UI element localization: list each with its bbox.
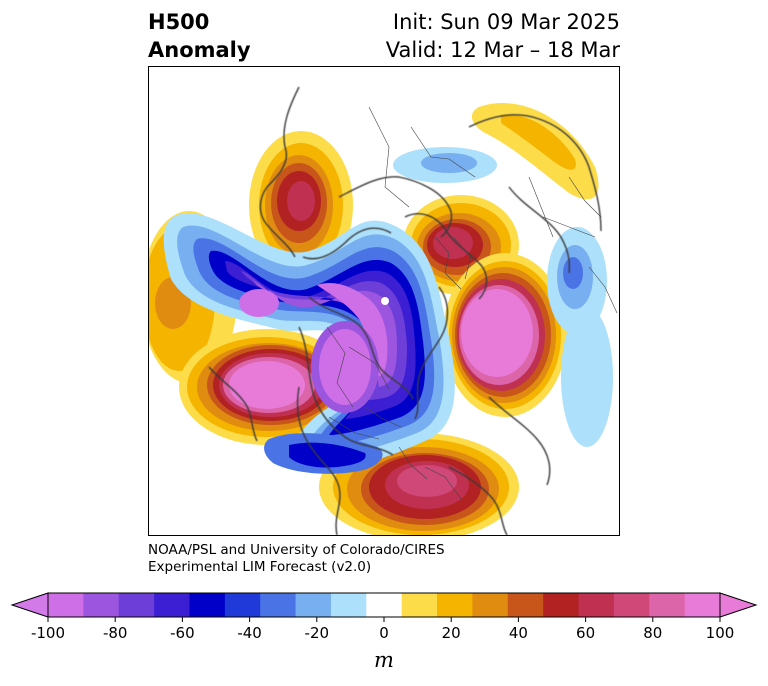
trough-main xyxy=(163,213,455,474)
colorbar-bin xyxy=(224,593,261,617)
colorbar: -100 -80 -60 -40 -20 0 20 40 60 80 100 xyxy=(10,592,758,642)
colorbar-bin xyxy=(613,593,650,617)
colorbar-bin xyxy=(472,593,509,617)
title-line-1: H500 xyxy=(148,10,210,34)
ridge-alaska xyxy=(249,131,353,279)
colorbar-bin xyxy=(401,593,438,617)
colorbar-units: m xyxy=(374,648,394,672)
colorbar-bin xyxy=(83,593,120,617)
colorbar-bin xyxy=(366,593,403,617)
colorbar-tick-label: -80 xyxy=(103,624,128,642)
ridge-atlantic xyxy=(443,253,567,417)
colorbar-tick-label: 100 xyxy=(706,624,735,642)
colorbar-bin xyxy=(189,593,226,617)
colorbar-bin xyxy=(649,593,686,617)
credit-line-1: NOAA/PSL and University of Colorado/CIRE… xyxy=(148,542,445,558)
credit-text: NOAA/PSL and University of Colorado/CIRE… xyxy=(148,542,445,576)
north-pole-marker xyxy=(381,297,389,305)
colorbar-bins xyxy=(10,592,758,618)
colorbar-tick-label: -100 xyxy=(31,624,65,642)
colorbar-bin xyxy=(437,593,473,617)
colorbar-tick-label: -20 xyxy=(305,624,330,642)
colorbar-bin xyxy=(154,593,190,617)
anomaly-map xyxy=(148,66,620,536)
colorbar-bin xyxy=(684,593,721,617)
colorbar-bin xyxy=(507,593,544,617)
colorbar-bin xyxy=(118,593,155,617)
colorbar-extend-high xyxy=(719,592,758,618)
weak-trough-east xyxy=(393,147,613,447)
colorbar-tick-label: 20 xyxy=(442,624,461,642)
colorbar-bin xyxy=(48,593,84,617)
title-line-2: Anomaly xyxy=(148,38,251,62)
credit-line-2: Experimental LIM Forecast (v2.0) xyxy=(148,559,372,575)
colorbar-tick-label: 0 xyxy=(379,624,389,642)
map-title: H500 Anomaly xyxy=(148,8,251,64)
colorbar-extend-low xyxy=(10,592,49,618)
ridge-siberia xyxy=(471,103,599,200)
colorbar-bin xyxy=(330,593,367,617)
colorbar-tick-label: 80 xyxy=(643,624,662,642)
colorbar-bin xyxy=(295,593,332,617)
colorbar-tick-label: 40 xyxy=(509,624,528,642)
colorbar-tick-label: -40 xyxy=(237,624,262,642)
colorbar-tick-label: -60 xyxy=(170,624,195,642)
colorbar-tick-label: 60 xyxy=(576,624,595,642)
colorbar-bin xyxy=(578,593,615,617)
map-canvas xyxy=(149,67,619,535)
coastlines xyxy=(208,86,602,535)
colorbar-bin xyxy=(260,593,297,617)
colorbar-ticks: -100 -80 -60 -40 -20 0 20 40 60 80 100 xyxy=(31,617,734,642)
forecast-dates: Init: Sun 09 Mar 2025 Valid: 12 Mar – 18… xyxy=(386,8,620,64)
valid-range: Valid: 12 Mar – 18 Mar xyxy=(385,38,620,62)
init-date: Init: Sun 09 Mar 2025 xyxy=(392,10,620,34)
colorbar-bin xyxy=(543,593,580,617)
political-borders xyxy=(326,106,618,500)
